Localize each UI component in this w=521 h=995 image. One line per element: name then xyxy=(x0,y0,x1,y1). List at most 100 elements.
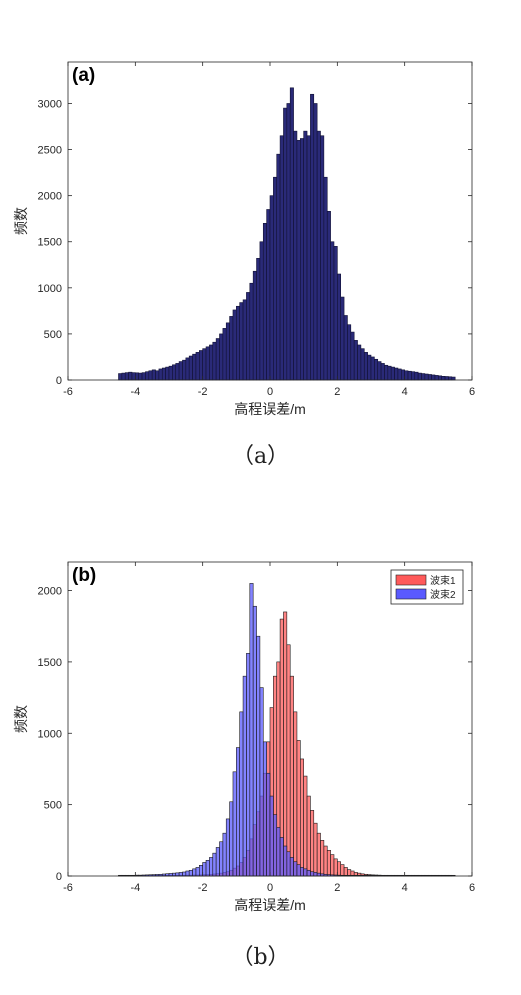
bar xyxy=(141,372,146,381)
bar xyxy=(293,861,298,877)
bar xyxy=(178,361,183,381)
bar xyxy=(306,135,311,381)
bar xyxy=(283,611,288,877)
bar xyxy=(161,367,166,381)
bar xyxy=(424,373,429,381)
bar xyxy=(135,372,140,381)
bar xyxy=(397,368,402,381)
bar xyxy=(283,845,288,877)
bar xyxy=(209,857,214,877)
bar xyxy=(340,296,345,381)
y-tick-label: 1500 xyxy=(38,237,62,249)
bar xyxy=(185,357,190,381)
bar xyxy=(273,814,278,877)
legend-swatch-2 xyxy=(395,588,427,600)
bar xyxy=(215,847,220,877)
bar xyxy=(296,740,301,877)
caption-b: （b） xyxy=(231,945,290,970)
bar xyxy=(242,299,247,381)
bar xyxy=(239,711,244,877)
bar xyxy=(283,107,288,381)
bar xyxy=(353,340,358,381)
bar xyxy=(357,344,362,381)
y-axis-label: 频数 xyxy=(13,705,29,733)
bar xyxy=(182,359,187,381)
bar xyxy=(370,356,375,381)
bar xyxy=(124,372,129,381)
bar xyxy=(316,872,321,877)
x-tick-label: 0 xyxy=(267,882,273,894)
bar xyxy=(182,871,187,877)
bar xyxy=(175,363,180,381)
bar xyxy=(310,93,315,381)
legend-swatch-1 xyxy=(395,574,427,586)
bar xyxy=(256,635,261,877)
legend-label-1: 波束1 xyxy=(430,574,456,587)
bar xyxy=(316,130,321,381)
bar xyxy=(299,867,304,877)
x-tick-label: -6 xyxy=(63,882,73,894)
bar xyxy=(269,195,274,381)
bar xyxy=(414,371,419,381)
y-tick-label: 0 xyxy=(56,871,62,883)
bar xyxy=(333,246,338,381)
bar xyxy=(390,366,395,381)
x-tick-label: 4 xyxy=(402,882,408,894)
bar xyxy=(374,358,379,381)
bar xyxy=(168,365,173,381)
y-tick-label: 2000 xyxy=(38,191,62,203)
y-tick-label: 3000 xyxy=(38,98,62,110)
bar xyxy=(313,103,318,381)
figure-b: -6 -4 -2 0 2 4 6 0 500 1000 1500 2000 高程误差/m 频数 (b) 波束1… xyxy=(0,495,521,995)
bar xyxy=(192,868,197,877)
y-tick-label: 0 xyxy=(56,375,62,387)
bar xyxy=(326,211,331,381)
bar xyxy=(242,675,247,877)
bar xyxy=(296,140,301,381)
bar xyxy=(215,338,220,381)
bar xyxy=(131,372,136,381)
bar xyxy=(219,841,224,877)
bar xyxy=(343,315,348,381)
bar xyxy=(209,344,214,381)
x-tick-label: -4 xyxy=(130,386,140,398)
bar xyxy=(360,348,365,381)
bar xyxy=(350,331,355,381)
bar xyxy=(118,373,123,381)
bar xyxy=(232,309,237,381)
bar xyxy=(434,375,439,381)
bar xyxy=(343,867,348,877)
bar xyxy=(323,845,328,877)
bar xyxy=(404,370,409,381)
bar xyxy=(256,258,261,381)
bar xyxy=(266,772,271,877)
bar xyxy=(387,365,392,381)
bar xyxy=(286,103,291,381)
bar xyxy=(380,363,385,381)
bar xyxy=(279,837,284,877)
bar xyxy=(225,322,230,381)
bar xyxy=(333,858,338,877)
bar xyxy=(431,374,436,381)
bar xyxy=(249,583,254,877)
bar xyxy=(306,869,311,877)
x-tick-label: -2 xyxy=(198,882,208,894)
bar xyxy=(175,872,180,877)
bar xyxy=(407,370,412,381)
bar xyxy=(195,352,200,381)
bar xyxy=(172,364,177,381)
bar xyxy=(330,241,335,381)
bar xyxy=(199,350,203,381)
bar xyxy=(205,346,210,381)
bar xyxy=(394,367,399,381)
bar xyxy=(273,176,278,381)
caption-a: （a） xyxy=(231,444,290,469)
x-tick-label: 6 xyxy=(469,386,475,398)
bar xyxy=(252,270,257,381)
bar xyxy=(276,153,281,381)
x-tick-label: -4 xyxy=(130,882,140,894)
bar xyxy=(222,832,227,877)
y-tick-label: 500 xyxy=(44,800,62,812)
bar xyxy=(303,868,308,877)
